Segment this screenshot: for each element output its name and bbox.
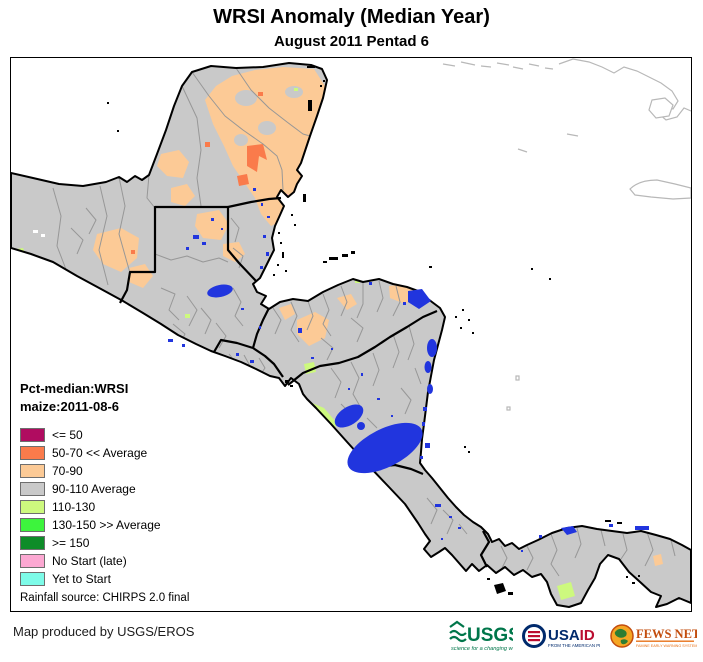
map-frame: Pct-median:WRSI maize:2011-08-6 <= 50 50-… [10, 57, 692, 612]
legend-heading-line2: maize:2011-08-6 [20, 399, 120, 414]
neighbor-outlines [442, 58, 691, 411]
legend-label: Yet to Start [52, 572, 111, 586]
legend-swatch [20, 428, 45, 442]
fewsnet-logo-text: FEWS NET [636, 627, 697, 641]
legend-label: 50-70 << Average [52, 446, 148, 460]
legend-label: 130-150 >> Average [52, 518, 161, 532]
fewsnet-logo-tagline: FAMINE EARLY WARNING SYSTEMS NETWORK [636, 644, 697, 648]
legend-row: Yet to Start [20, 570, 210, 588]
fewsnet-globe-icon [610, 624, 634, 648]
legend-row: <= 50 [20, 426, 210, 444]
legend-label: 90-110 Average [52, 482, 136, 496]
legend-row: 130-150 >> Average [20, 516, 210, 534]
legend-row: No Start (late) [20, 552, 210, 570]
legend-label: >= 150 [52, 536, 90, 550]
usgs-logo: USGS science for a changing world [449, 620, 513, 652]
legend-swatch [20, 536, 45, 550]
usgs-logo-tagline: science for a changing world [451, 646, 513, 652]
islands [107, 66, 640, 595]
logo-row: USGS science for a changing world USAID … [449, 618, 697, 658]
legend-label: 110-130 [52, 500, 96, 514]
legend-label: 70-90 [52, 464, 83, 478]
central-america-map [11, 58, 691, 608]
legend-heading-line1: Pct-median:WRSI [20, 381, 129, 396]
page-title: WRSI Anomaly (Median Year) [213, 6, 490, 28]
legend: Pct-median:WRSI maize:2011-08-6 <= 50 50-… [20, 380, 210, 588]
map-credit: Map produced by USGS/EROS [13, 624, 195, 639]
legend-row: >= 150 [20, 534, 210, 552]
legend-row: 50-70 << Average [20, 444, 210, 462]
legend-row: 90-110 Average [20, 480, 210, 498]
rainfall-source-note: Rainfall source: CHIRPS 2.0 final [20, 592, 190, 604]
legend-swatch [20, 554, 45, 568]
legend-swatch [20, 482, 45, 496]
lakes [168, 188, 649, 552]
legend-swatch [20, 446, 45, 460]
legend-swatch [20, 500, 45, 514]
legend-label: No Start (late) [52, 554, 127, 568]
legend-items: <= 50 50-70 << Average 70-90 90-110 Average… [20, 426, 210, 588]
anomaly-patches [11, 67, 663, 600]
national-borders [119, 196, 491, 568]
usaid-logo-text: USAID [548, 627, 595, 644]
legend-row: 70-90 [20, 462, 210, 480]
usgs-logo-text: USGS [467, 625, 513, 646]
usgs-wave-icon [449, 620, 467, 643]
legend-swatch [20, 464, 45, 478]
legend-row: 110-130 [20, 498, 210, 516]
fewsnet-logo: FEWS NET FAMINE EARLY WARNING SYSTEMS NE… [610, 624, 697, 648]
legend-swatch [20, 518, 45, 532]
usaid-seal-icon [522, 624, 546, 648]
legend-label: <= 50 [52, 428, 83, 442]
usaid-logo: USAID FROM THE AMERICAN PEOPLE [522, 624, 600, 648]
usaid-logo-tagline: FROM THE AMERICAN PEOPLE [548, 643, 600, 648]
legend-swatch [20, 572, 45, 586]
page-subtitle: August 2011 Pentad 6 [273, 33, 430, 50]
